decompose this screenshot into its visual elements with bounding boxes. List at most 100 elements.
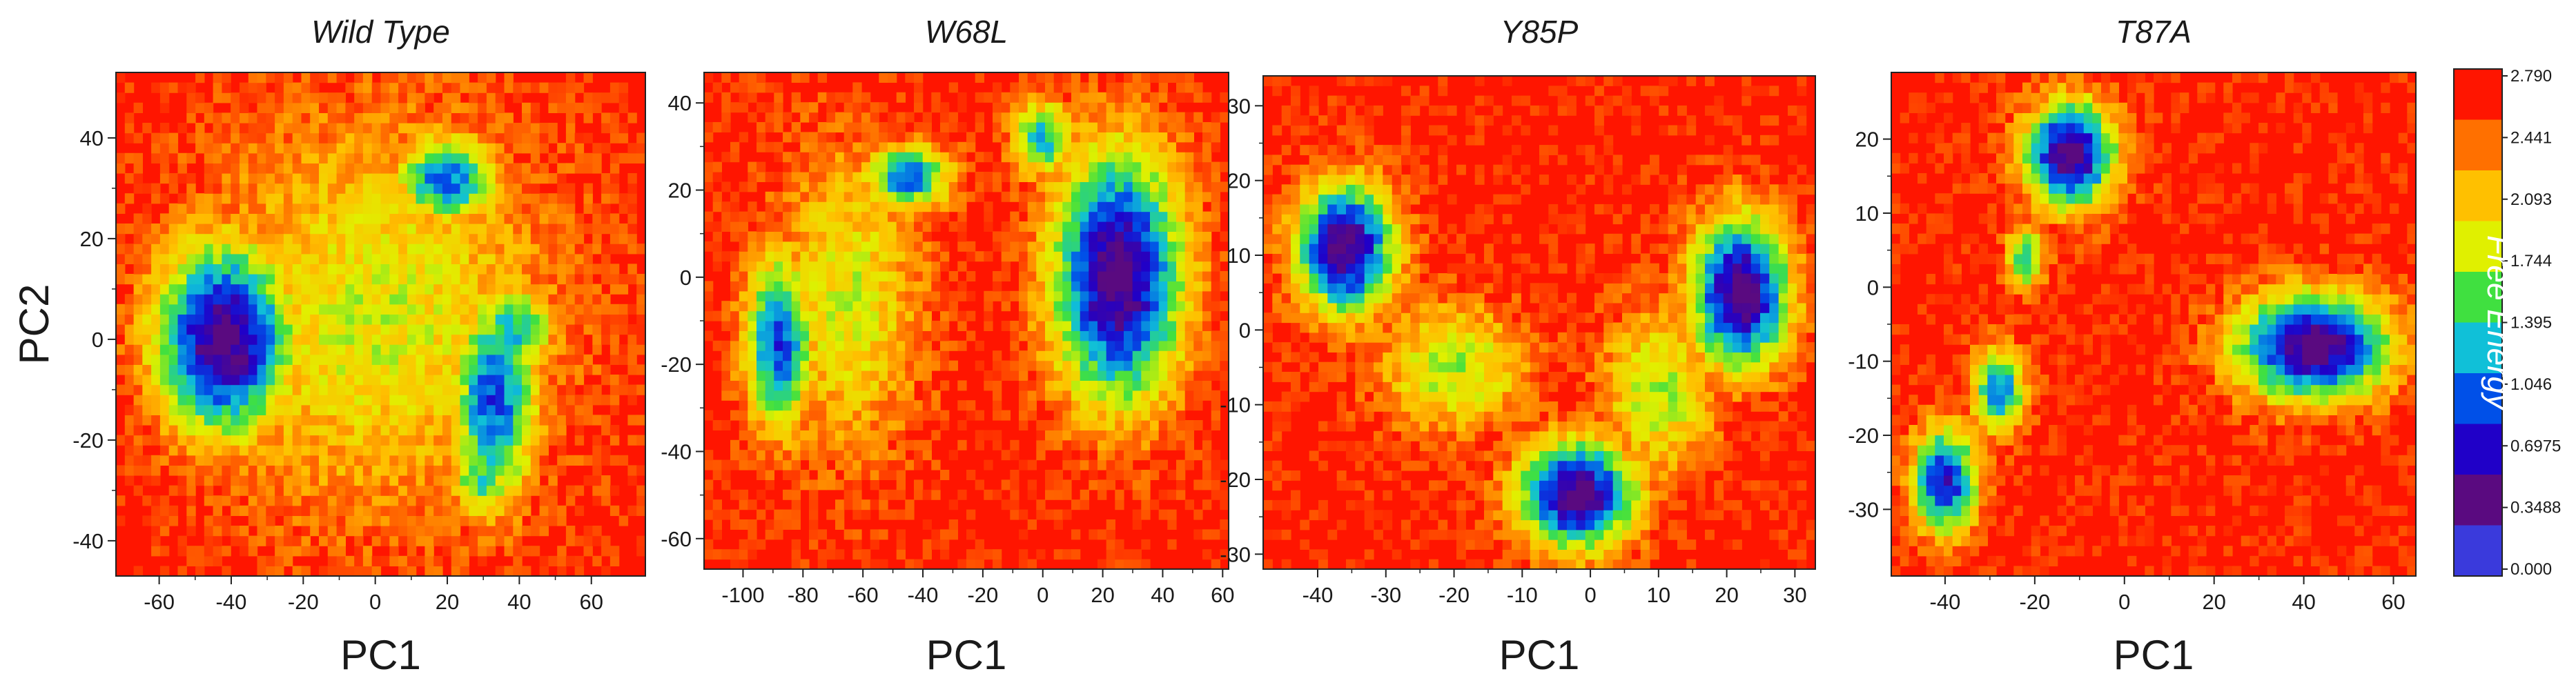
heatmap-cell <box>1211 211 1220 222</box>
heatmap-cell <box>451 364 461 375</box>
heatmap-cell <box>168 375 179 386</box>
heatmap-cell <box>1010 370 1019 381</box>
heatmap-cell <box>301 112 311 123</box>
heatmap-cell <box>1045 112 1055 123</box>
heatmap-cell <box>151 375 161 386</box>
heatmap-cell <box>888 141 897 152</box>
heatmap-cell <box>478 364 487 375</box>
heatmap-cell <box>486 123 496 134</box>
heatmap-cell <box>1010 340 1019 351</box>
heatmap-cells <box>1263 76 1816 570</box>
heatmap-cell <box>433 344 443 355</box>
heatmap-cell <box>151 284 161 295</box>
heatmap-cell <box>574 455 585 466</box>
heatmap-cell <box>1001 410 1011 421</box>
heatmap-cell <box>1010 479 1019 490</box>
heatmap-cell <box>380 415 390 426</box>
heatmap-cell <box>319 244 329 255</box>
heatmap-cell <box>1167 430 1177 441</box>
heatmap-cell <box>1089 221 1098 232</box>
heatmap-cell <box>914 122 924 132</box>
heatmap-cell <box>1027 122 1037 132</box>
heatmap-cell <box>1053 112 1063 123</box>
heatmap-cell <box>1158 271 1168 281</box>
heatmap-cell <box>133 375 143 386</box>
heatmap-cell <box>469 233 478 244</box>
heatmap-cell <box>522 324 531 335</box>
heatmap-cell <box>222 213 231 224</box>
heatmap-cell <box>1071 499 1081 510</box>
heatmap-cell <box>548 425 558 436</box>
heatmap-cell <box>826 122 836 132</box>
heatmap-cell <box>888 310 897 321</box>
heatmap-cell <box>204 435 214 446</box>
heatmap-cell <box>1202 211 1212 222</box>
heatmap-cell <box>791 310 801 321</box>
heatmap-cell <box>800 400 810 411</box>
heatmap-cell <box>451 274 461 285</box>
heatmap-cell <box>442 485 452 496</box>
heatmap-cell <box>1053 261 1063 272</box>
heatmap-cell <box>513 425 523 436</box>
heatmap-cell <box>266 132 275 143</box>
heatmap-cell <box>966 470 976 480</box>
heatmap-cell <box>1080 201 1089 212</box>
heatmap-cell <box>800 271 810 281</box>
heatmap-cell <box>380 294 390 305</box>
heatmap-cell <box>1167 132 1177 143</box>
heatmap-cell <box>433 395 443 406</box>
heatmap-cell <box>142 404 152 415</box>
heatmap-cell <box>574 224 585 235</box>
heatmap-cell <box>389 193 399 204</box>
heatmap-cell <box>1167 390 1177 401</box>
heatmap-cell <box>1211 330 1220 341</box>
heatmap-cell <box>843 420 853 430</box>
heatmap-cell <box>513 395 523 406</box>
heatmap-cell <box>1272 253 1282 264</box>
heatmap-cell <box>800 350 810 361</box>
heatmap-cell <box>748 261 757 272</box>
heatmap-cell <box>835 439 845 450</box>
heatmap-cell <box>1036 380 1046 391</box>
heatmap-cell <box>222 415 231 426</box>
heatmap-cell <box>407 274 417 285</box>
heatmap-cell <box>398 324 408 335</box>
heatmap-cell <box>240 294 249 305</box>
heatmap-cell <box>609 152 620 163</box>
heatmap-cell <box>1019 330 1028 341</box>
heatmap-cell <box>905 380 915 391</box>
heatmap-cell <box>1176 112 1186 123</box>
heatmap-cell <box>186 344 196 355</box>
heatmap-cell <box>433 123 443 134</box>
heatmap-cell <box>601 445 611 456</box>
heatmap-cell <box>495 505 505 516</box>
heatmap-cell <box>905 301 915 312</box>
heatmap-cell <box>1132 251 1142 262</box>
heatmap-cell <box>948 301 958 312</box>
heatmap-cell <box>1281 559 1291 570</box>
heatmap-cell <box>817 271 827 281</box>
heatmap-cell <box>896 340 906 351</box>
heatmap-cell <box>504 224 514 235</box>
heatmap-cell <box>636 546 646 557</box>
heatmap-cell <box>416 72 425 83</box>
heatmap-cell <box>371 233 382 244</box>
heatmap-cell <box>310 364 320 375</box>
heatmap-cell <box>835 390 845 401</box>
heatmap-cell <box>835 211 845 222</box>
heatmap-cell <box>133 294 143 305</box>
heatmap-cell <box>495 132 505 143</box>
heatmap-cell <box>398 415 408 426</box>
heatmap-cell <box>142 224 152 235</box>
heatmap-cell <box>1281 105 1291 116</box>
heatmap-cell <box>757 380 766 391</box>
heatmap-cell <box>1202 380 1212 391</box>
heatmap-cell <box>159 404 170 415</box>
heatmap-cell <box>177 233 187 244</box>
heatmap-cell <box>557 203 567 214</box>
heatmap-cell <box>931 321 941 331</box>
heatmap-cell <box>1141 191 1151 202</box>
heatmap-cell <box>1036 132 1046 143</box>
heatmap-cell <box>1027 479 1037 490</box>
heatmap-cell <box>730 410 740 421</box>
